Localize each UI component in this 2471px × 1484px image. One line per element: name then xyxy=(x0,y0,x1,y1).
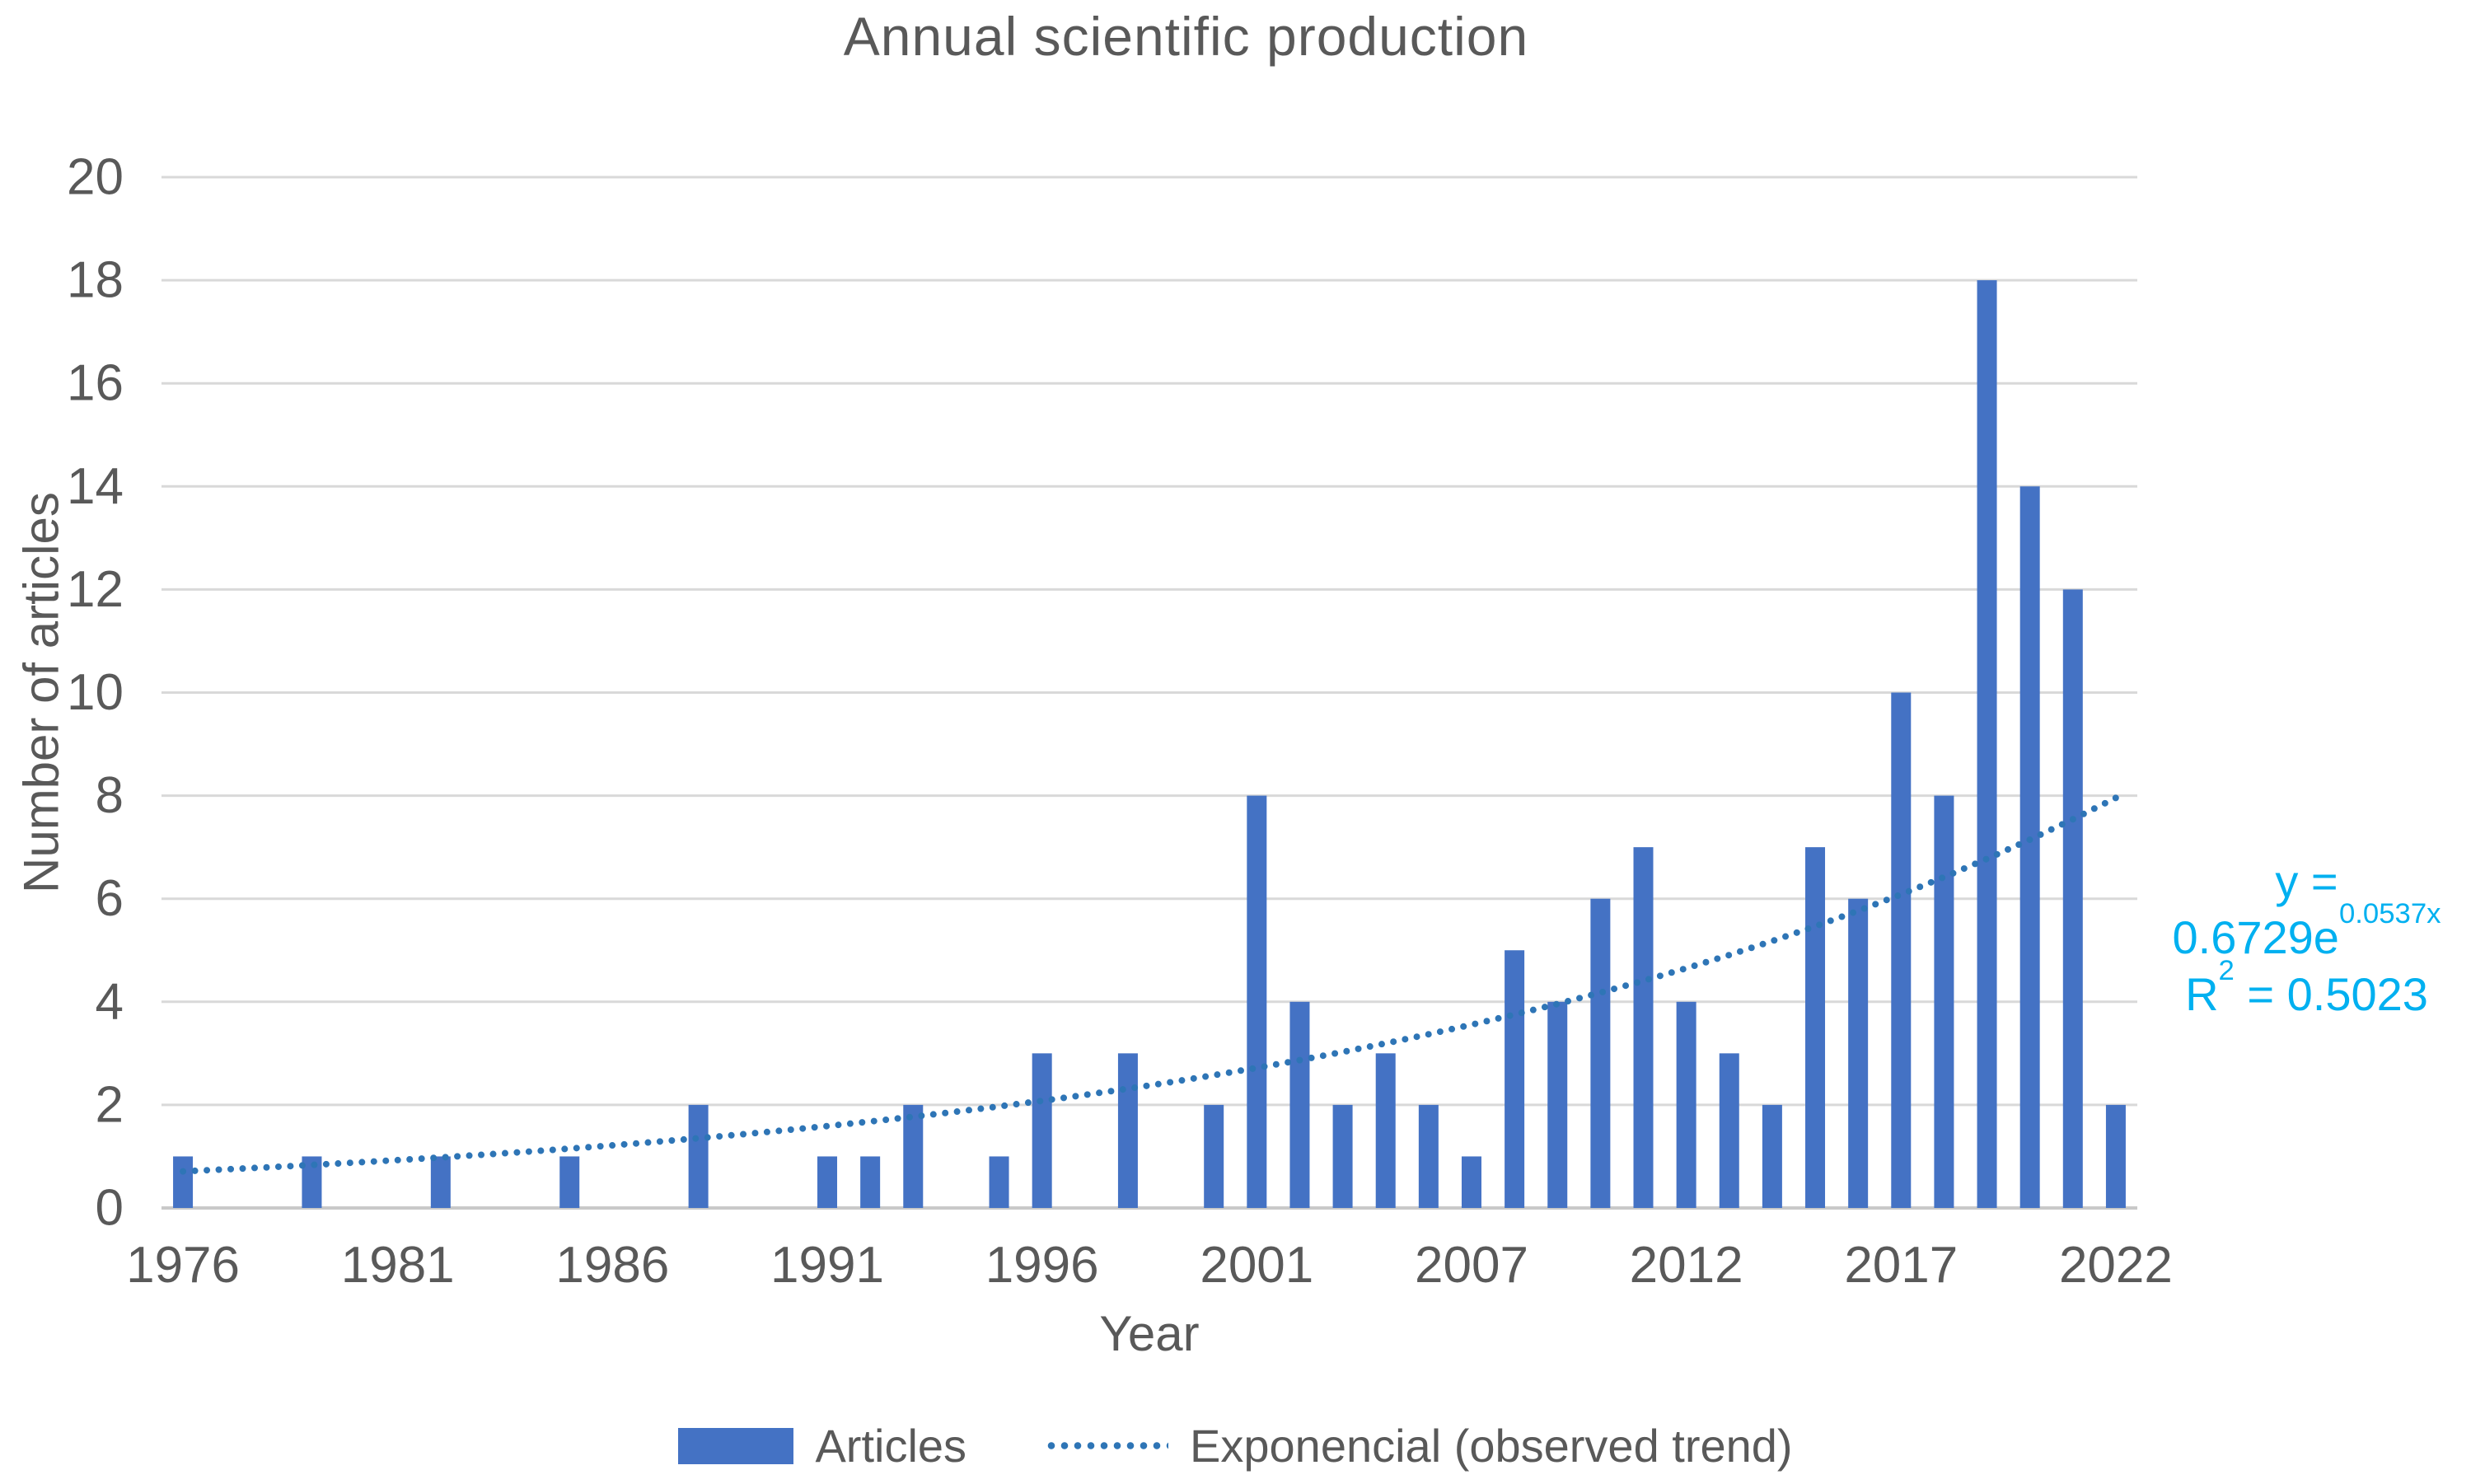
bar-2012 xyxy=(1676,1001,1696,1208)
bar-1988 xyxy=(688,1104,709,1208)
x-tick-label-2017: 2017 xyxy=(1844,1237,1958,1294)
legend-label-trend: Exponencial (observed trend) xyxy=(1190,1420,1793,1472)
bar-1993 xyxy=(903,1104,924,1208)
x-tick-label-1976: 1976 xyxy=(126,1237,240,1294)
bar-1982 xyxy=(430,1156,451,1208)
y-tick-label-4: 4 xyxy=(96,973,124,1030)
bar-2007 xyxy=(1461,1156,1481,1208)
x-tick-label-2012: 2012 xyxy=(1630,1237,1743,1294)
x-tick-label-2001: 2001 xyxy=(1200,1237,1313,1294)
bar-2004 xyxy=(1375,1053,1396,1208)
bar-2000 xyxy=(1204,1104,1224,1208)
y-tick-label-12: 12 xyxy=(67,561,124,618)
x-tick-label-2022: 2022 xyxy=(2059,1237,2173,1294)
y-tick-label-2: 2 xyxy=(96,1076,124,1133)
bar-2005 xyxy=(1418,1104,1439,1208)
bar-2001 xyxy=(1247,795,1267,1208)
bar-1998 xyxy=(1117,1053,1138,1208)
bar-2016 xyxy=(1848,898,1869,1208)
trendline-equation-line: y = 0.6729e0.0537x xyxy=(2172,855,2441,964)
bar-2014 xyxy=(1762,1104,1782,1208)
bar-1976 xyxy=(173,1156,194,1208)
legend-item-articles: Articles xyxy=(678,1419,966,1472)
legend-label-articles: Articles xyxy=(815,1420,967,1472)
bar-2009 xyxy=(1547,1001,1568,1208)
bar-2013 xyxy=(1719,1053,1739,1208)
bar-2019 xyxy=(1977,280,1997,1209)
chart-title: Annual scientific production xyxy=(843,6,1529,67)
bar-2011 xyxy=(1633,847,1654,1208)
y-tick-label-20: 20 xyxy=(67,149,124,206)
trend-line xyxy=(180,794,2119,1175)
bar-2010 xyxy=(1590,898,1611,1208)
bar-2020 xyxy=(2019,486,2040,1208)
legend-item-trend: Exponencial (observed trend) xyxy=(1045,1419,1793,1472)
trendline-r-squared: R2 = 0.5023 xyxy=(2185,954,2428,1020)
bar-1992 xyxy=(860,1156,881,1208)
bar-1985 xyxy=(559,1156,580,1208)
y-tick-label-8: 8 xyxy=(96,767,124,824)
y-tick-label-16: 16 xyxy=(67,355,124,412)
y-tick-label-14: 14 xyxy=(67,458,124,515)
bar-1991 xyxy=(817,1156,838,1208)
x-axis-title: Year xyxy=(1099,1306,1200,1361)
x-tick-label-1991: 1991 xyxy=(770,1237,884,1294)
x-tick-label-1981: 1981 xyxy=(341,1237,455,1294)
trend-dotted-line-swatch xyxy=(1045,1442,1169,1449)
bar-2003 xyxy=(1332,1104,1353,1208)
bar-2008 xyxy=(1505,950,1525,1208)
x-tick-label-1996: 1996 xyxy=(985,1237,1099,1294)
bar-2018 xyxy=(1934,795,1954,1208)
legend: Articles Exponencial (observed trend) xyxy=(0,1419,2471,1472)
bar-2002 xyxy=(1289,1001,1310,1208)
y-tick-label-18: 18 xyxy=(67,252,124,309)
y-tick-label-6: 6 xyxy=(96,870,124,927)
bar-2022 xyxy=(2105,1104,2126,1208)
bar-2017 xyxy=(1891,692,1912,1208)
articles-swatch xyxy=(678,1427,794,1464)
bar-2015 xyxy=(1805,847,1826,1208)
bar-2021 xyxy=(2062,589,2083,1208)
x-tick-label-2007: 2007 xyxy=(1415,1237,1528,1294)
bar-1996 xyxy=(1032,1053,1052,1208)
trendline-equation: y = 0.6729e0.0537x R2 = 0.5023 xyxy=(2142,854,2471,1023)
x-tick-label-1986: 1986 xyxy=(555,1237,669,1294)
y-tick-label-10: 10 xyxy=(67,664,124,721)
bar-1995 xyxy=(989,1156,1009,1208)
y-tick-label-0: 0 xyxy=(96,1180,124,1237)
